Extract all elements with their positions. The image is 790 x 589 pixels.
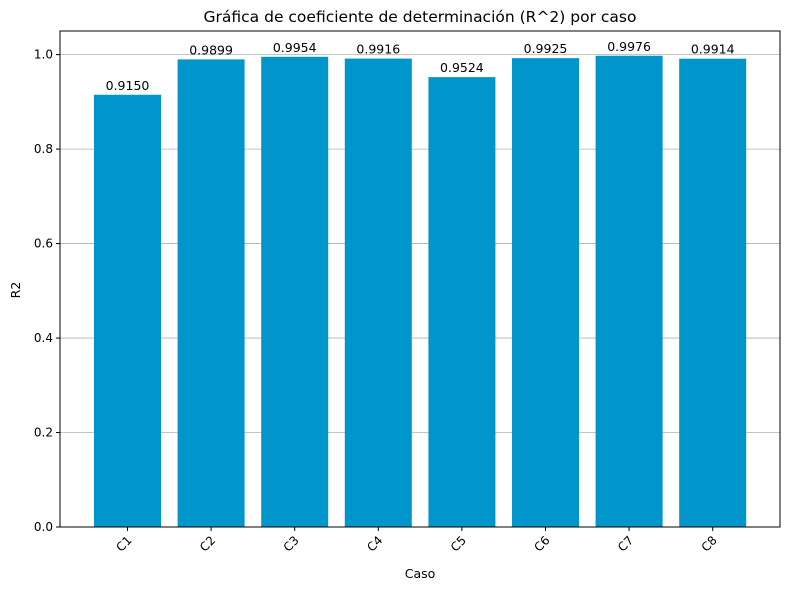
data-label-c8: 0.9914 (691, 42, 735, 57)
y-tick-label: 0.4 (34, 331, 53, 345)
x-tick-label-c7: C7 (615, 533, 636, 554)
y-tick-label: 0.0 (34, 520, 53, 534)
data-label-c2: 0.9899 (189, 42, 233, 57)
x-tick-label-c4: C4 (364, 533, 385, 554)
bar-c8 (679, 58, 747, 528)
x-tick-label-c1: C1 (113, 533, 134, 554)
y-axis-label: R2 (8, 282, 23, 299)
x-tick-label-c2: C2 (197, 533, 218, 554)
x-tick-label-c5: C5 (448, 533, 469, 554)
chart-title: Gráfica de coeficiente de determinación … (204, 8, 637, 26)
y-axis: 0.0 0.2 0.4 0.6 0.8 1.0 (34, 48, 60, 534)
y-tick-label: 0.8 (34, 142, 53, 156)
bar-c7 (595, 55, 663, 528)
data-labels: 0.9150 0.9899 0.9954 0.9916 0.9524 0.9925 0.99… (106, 39, 735, 93)
bar-c2 (177, 59, 245, 527)
x-axis-label: Caso (405, 566, 436, 581)
bars (94, 55, 747, 528)
data-label-c6: 0.9925 (524, 41, 568, 56)
bar-c3 (261, 56, 329, 528)
bar-c4 (344, 58, 412, 528)
data-label-c7: 0.9976 (607, 39, 651, 54)
grid-lines (60, 54, 780, 433)
y-tick-label: 1.0 (34, 48, 53, 62)
bar-c6 (512, 58, 579, 528)
data-label-c4: 0.9916 (356, 42, 400, 57)
x-tick-label-c8: C8 (699, 533, 720, 554)
x-axis: C1 C2 C3 C4 C5 C6 C7 C8 (113, 527, 720, 554)
bar-c1 (94, 94, 161, 528)
plot-frame (59, 30, 781, 528)
y-tick-label: 0.2 (34, 426, 53, 440)
data-label-c3: 0.9954 (273, 40, 317, 55)
y-tick-label: 0.6 (34, 237, 53, 251)
x-tick-label-c3: C3 (281, 533, 302, 554)
data-label-c1: 0.9150 (106, 78, 150, 93)
bar-c5 (428, 77, 496, 528)
data-label-c5: 0.9524 (440, 60, 484, 75)
x-tick-label-c6: C6 (531, 533, 552, 554)
